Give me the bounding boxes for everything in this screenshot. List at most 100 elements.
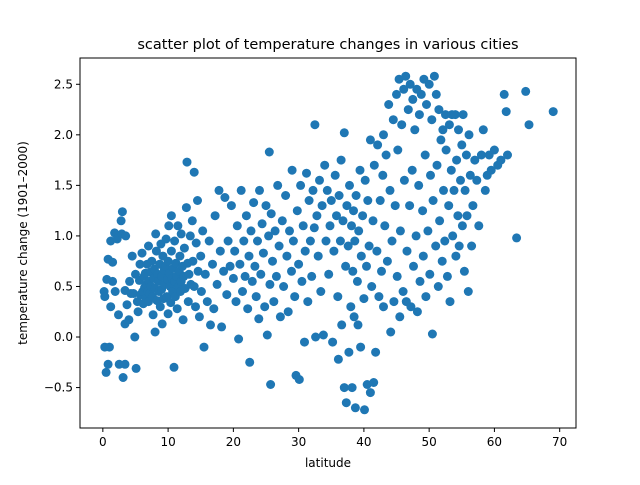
- data-point: [324, 269, 334, 279]
- data-point: [103, 359, 113, 369]
- data-point: [499, 89, 509, 99]
- data-point: [476, 150, 486, 160]
- data-point: [297, 276, 307, 286]
- data-point: [219, 266, 229, 276]
- data-point: [188, 256, 198, 266]
- data-point: [172, 304, 182, 314]
- data-point: [418, 251, 428, 261]
- data-point: [440, 236, 450, 246]
- data-point: [217, 322, 227, 332]
- data-point: [356, 251, 366, 261]
- y-tick-label: 1.5: [54, 178, 73, 192]
- data-point: [442, 271, 452, 281]
- data-point: [341, 261, 351, 271]
- data-point: [135, 259, 145, 269]
- data-point: [266, 380, 276, 389]
- data-point: [268, 256, 277, 266]
- data-point: [302, 168, 311, 178]
- data-point: [120, 359, 130, 369]
- data-point: [374, 292, 384, 302]
- data-point: [206, 320, 215, 330]
- data-point: [277, 216, 287, 226]
- data-point: [392, 271, 402, 281]
- data-point: [472, 175, 482, 185]
- data-point: [250, 261, 260, 271]
- data-point: [399, 84, 409, 94]
- data-point: [395, 226, 405, 236]
- data-point: [347, 383, 357, 393]
- data-point: [421, 292, 431, 302]
- data-point: [350, 403, 360, 413]
- data-point: [298, 221, 308, 231]
- data-point: [294, 375, 304, 384]
- data-point: [193, 196, 202, 205]
- y-tick-label: 0.5: [54, 279, 73, 293]
- data-point: [441, 145, 451, 155]
- x-axis-label: latitude: [305, 456, 351, 470]
- data-point: [214, 185, 224, 195]
- data-point: [117, 207, 127, 217]
- data-point: [100, 292, 110, 302]
- data-point: [437, 256, 447, 266]
- data-point: [368, 216, 378, 226]
- y-tick-label: −0.5: [44, 381, 73, 395]
- data-point: [521, 86, 531, 96]
- data-point: [336, 155, 346, 165]
- data-point: [373, 140, 383, 150]
- data-point: [129, 289, 138, 298]
- data-point: [281, 191, 291, 200]
- data-point: [245, 357, 255, 367]
- data-point: [356, 342, 366, 352]
- data-point: [463, 287, 473, 296]
- x-tick-label: 50: [422, 435, 437, 449]
- y-axis-label: temperature change (1901–2000): [16, 141, 30, 345]
- data-point: [411, 231, 421, 241]
- data-point: [223, 236, 233, 246]
- data-point: [225, 261, 235, 271]
- data-point: [474, 221, 484, 231]
- data-point: [309, 223, 319, 233]
- data-point: [353, 320, 363, 330]
- data-point: [193, 266, 203, 276]
- data-point: [428, 196, 438, 205]
- data-point: [371, 347, 381, 357]
- data-point: [358, 211, 368, 221]
- data-point: [377, 266, 386, 276]
- data-point: [409, 261, 418, 271]
- data-point: [424, 79, 434, 89]
- data-point: [439, 185, 448, 195]
- data-point: [512, 233, 522, 243]
- data-point: [435, 216, 445, 226]
- data-point: [166, 246, 176, 256]
- data-point: [189, 167, 199, 177]
- data-point: [196, 287, 206, 296]
- data-point: [317, 201, 327, 211]
- data-point: [379, 130, 388, 140]
- data-point: [458, 110, 468, 120]
- data-point: [387, 236, 397, 246]
- data-point: [431, 241, 441, 251]
- data-point: [163, 256, 173, 266]
- data-point: [360, 405, 369, 415]
- data-point: [288, 236, 298, 246]
- data-point: [232, 221, 242, 231]
- data-point: [349, 312, 359, 322]
- data-point: [339, 128, 349, 138]
- data-point: [454, 241, 464, 251]
- data-point: [333, 354, 343, 364]
- data-point: [251, 292, 261, 302]
- data-point: [199, 342, 209, 352]
- data-point: [405, 79, 415, 89]
- data-point: [124, 315, 134, 325]
- data-point: [169, 362, 179, 372]
- data-point: [155, 302, 165, 312]
- data-point: [137, 248, 147, 258]
- data-point: [375, 196, 385, 205]
- data-point: [262, 330, 272, 340]
- data-point: [349, 206, 358, 216]
- data-point: [287, 266, 296, 276]
- data-point: [467, 241, 477, 251]
- data-point: [238, 287, 247, 296]
- data-point: [441, 110, 450, 120]
- data-point: [450, 110, 460, 120]
